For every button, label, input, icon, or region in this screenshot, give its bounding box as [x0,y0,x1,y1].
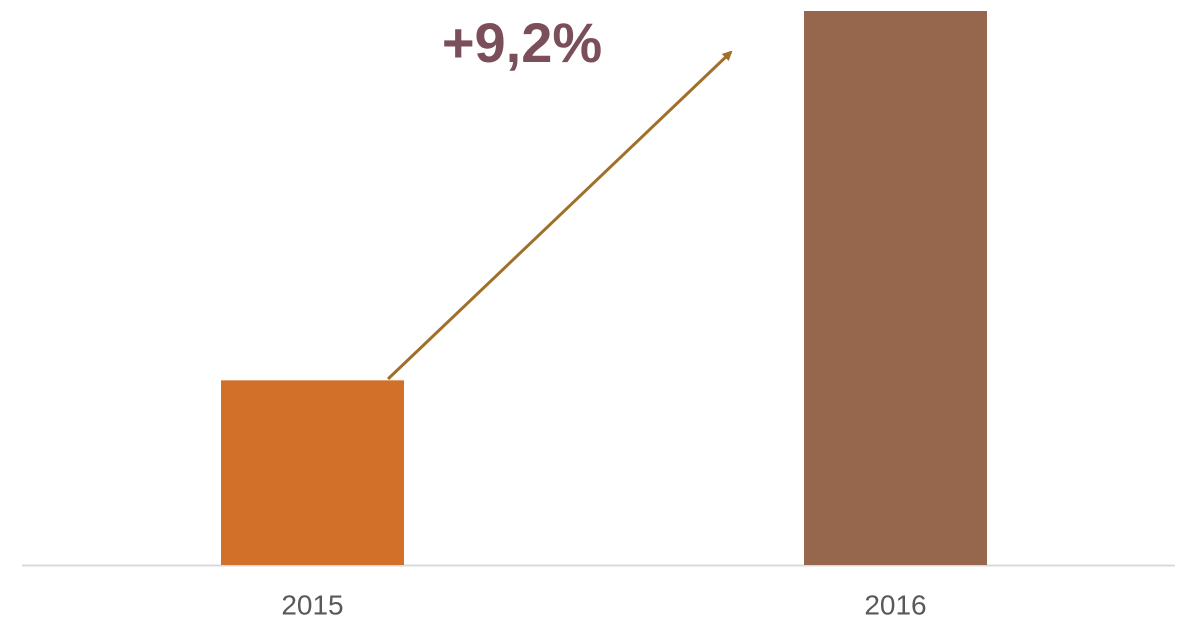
growth-annotation: +9,2% [442,11,602,74]
bar [221,380,404,565]
x-tick-label: 2016 [864,589,926,620]
growth-arrow [386,50,733,381]
x-tick-label: 2015 [281,589,343,620]
bar [804,11,987,565]
